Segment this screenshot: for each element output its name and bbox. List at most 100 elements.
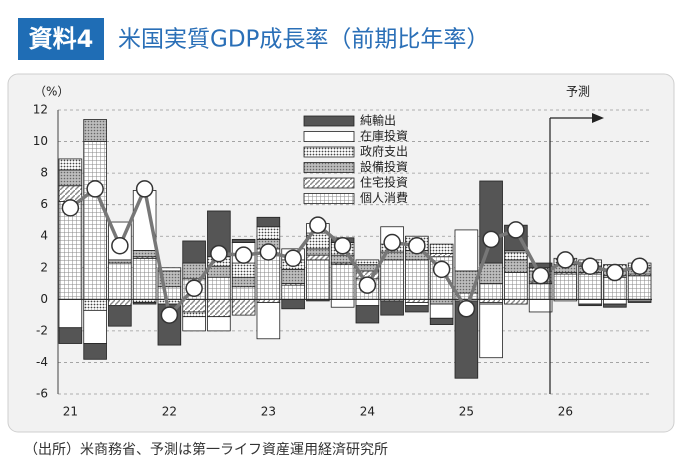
gdp-marker	[556, 251, 575, 269]
bar-segment	[231, 262, 256, 278]
bar-segment	[231, 298, 256, 316]
bar-segment	[405, 259, 429, 300]
bar-segment	[182, 298, 206, 313]
y-tick-label: 6	[40, 197, 48, 211]
bar-segment	[504, 259, 528, 273]
legend-swatch	[303, 115, 355, 127]
legend-label: 設備投資	[360, 159, 408, 174]
bar-segment	[108, 262, 132, 300]
bar-segment	[207, 265, 231, 278]
legend-swatch	[303, 177, 355, 189]
bar-segment	[281, 284, 305, 300]
bar-segment	[603, 303, 627, 308]
bar-segment	[454, 229, 479, 272]
bar-segment	[256, 216, 281, 228]
bar-segment	[182, 311, 206, 318]
x-tick-label: 24	[360, 405, 375, 419]
bar-segment	[429, 298, 454, 305]
bar-segment	[429, 303, 454, 319]
y-tick-label: 2	[40, 260, 48, 274]
gdp-marker	[457, 300, 476, 318]
legend-swatch	[303, 193, 355, 204]
bar-segment	[405, 302, 429, 307]
x-tick-label: 22	[162, 405, 177, 419]
y-tick-label: 8	[40, 166, 48, 180]
legend-label: 在庫投資	[360, 128, 408, 143]
badge	[18, 18, 104, 60]
bar-segment	[306, 248, 330, 256]
gdp-marker	[531, 266, 550, 285]
bar-segment	[479, 303, 503, 359]
bar-segment	[182, 316, 206, 332]
bar-segment	[256, 302, 281, 340]
bar-segment	[627, 275, 652, 300]
bar-segment	[429, 253, 454, 258]
gdp-marker	[358, 276, 377, 294]
y-tick-label: -4	[36, 355, 48, 369]
gdp-marker	[309, 216, 327, 234]
bar-segment	[528, 283, 553, 300]
gdp-marker	[160, 306, 179, 324]
bar-segment	[281, 298, 305, 310]
bar-segment	[108, 298, 132, 307]
bar-segment	[578, 298, 602, 305]
x-tick-label: 26	[558, 405, 573, 419]
bar-segment	[58, 327, 83, 344]
bar-segment	[504, 272, 528, 300]
legend-label: 純輸出	[360, 113, 396, 128]
gdp-marker	[333, 236, 352, 255]
gdp-marker	[86, 180, 104, 198]
legend-label: 住宅投資	[360, 175, 408, 190]
bar-segment	[528, 298, 553, 313]
bar-segment	[306, 259, 330, 300]
gdp-marker	[259, 243, 278, 261]
bar-segment	[256, 226, 281, 240]
bar-segment	[157, 298, 182, 305]
gdp-marker	[606, 263, 624, 282]
bar-segment	[157, 286, 182, 300]
bar-segment	[157, 267, 182, 272]
bar-segment	[108, 305, 132, 327]
y-tick-label: 0	[40, 292, 48, 306]
legend-label: 個人消費	[360, 190, 408, 205]
bar-segment	[330, 264, 355, 300]
bar-segment	[132, 250, 157, 258]
legend-swatch	[303, 162, 355, 173]
x-tick-label: 21	[63, 405, 78, 419]
x-tick-label: 23	[261, 405, 276, 419]
bar-segment	[231, 276, 256, 288]
y-tick-label: 4	[40, 229, 48, 243]
bar-segment	[479, 180, 503, 264]
bar-segment	[58, 298, 83, 329]
source: （出所）米商務省、予測は第一ライフ資産運用経済研究所	[24, 441, 388, 458]
bar-segment	[578, 303, 602, 307]
y-tick-label: 12	[33, 103, 48, 117]
bar-segment	[108, 259, 132, 264]
gdp-marker	[507, 221, 525, 239]
gdp-marker	[482, 230, 500, 249]
bar-segment	[281, 268, 305, 284]
bar-segment	[83, 141, 107, 300]
gdp-marker	[284, 249, 302, 268]
bar-segment	[355, 305, 380, 324]
bar-segment	[231, 238, 256, 243]
gdp-marker	[61, 199, 80, 217]
legend-swatch	[303, 146, 355, 158]
bar-segment	[429, 317, 454, 325]
bar-segment	[207, 298, 231, 318]
gdp-marker	[408, 236, 426, 255]
legend-label: 政府支出	[360, 144, 408, 159]
gdp-marker	[210, 244, 228, 263]
gdp-marker	[185, 279, 203, 298]
bar-segment	[132, 302, 157, 305]
bar-segment	[504, 251, 528, 261]
bar-segment	[83, 343, 107, 360]
forecast-label: 予測	[566, 85, 590, 99]
bar-segment	[83, 119, 107, 142]
title: 米国実質GDP成長率（前期比年率）	[118, 27, 489, 53]
bar-segment	[627, 300, 652, 303]
bar-segment	[578, 273, 602, 300]
bar-segment	[132, 257, 157, 300]
x-tick-label: 25	[459, 405, 474, 419]
